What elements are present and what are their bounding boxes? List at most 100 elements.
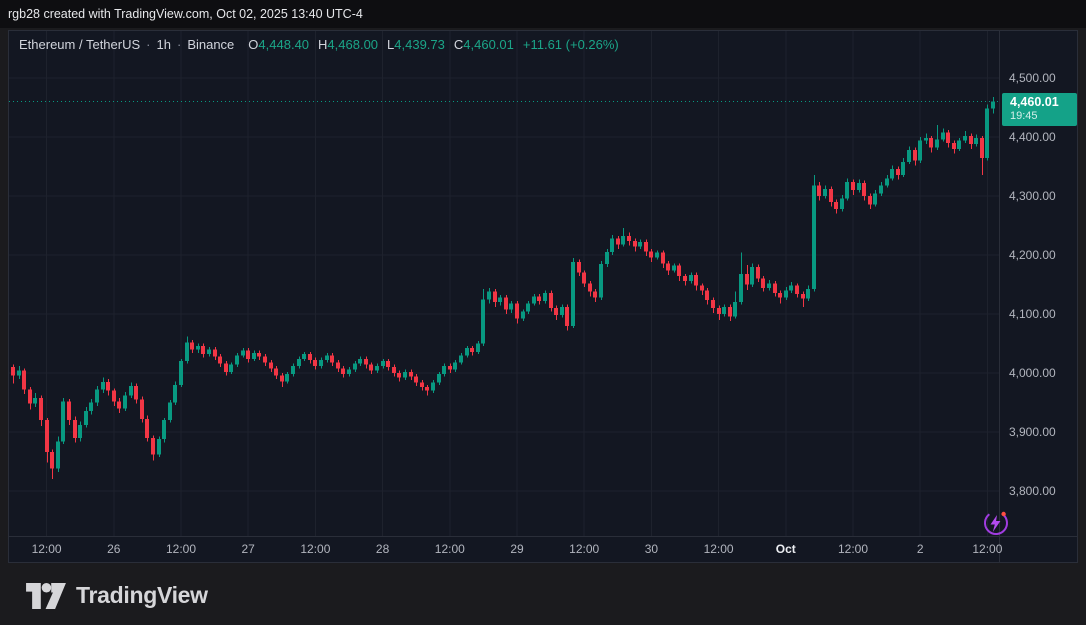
- candle-body: [263, 356, 267, 363]
- candle-body: [196, 345, 200, 350]
- candle-body: [605, 252, 609, 264]
- candle-body: [319, 360, 323, 366]
- separator: ·: [146, 37, 151, 52]
- time-tick-label: 12:00: [972, 542, 1003, 556]
- separator: ·: [176, 37, 182, 52]
- candle-body: [582, 272, 586, 284]
- candle-body: [341, 368, 345, 375]
- ohlc-readout: O4,448.40 H4,468.00 L4,439.73 C4,460.01 …: [248, 37, 618, 52]
- candle-body: [308, 354, 312, 361]
- candle-body: [151, 437, 155, 455]
- candle-body: [112, 390, 116, 402]
- candle-body: [252, 352, 256, 359]
- candle-body: [952, 142, 956, 149]
- candle-body: [509, 303, 513, 310]
- candle-body: [106, 381, 110, 391]
- candle-body: [750, 266, 754, 285]
- candle-body: [644, 242, 648, 252]
- bar-countdown: 19:45: [1010, 109, 1038, 122]
- low-value: 4,439.73: [394, 37, 445, 52]
- time-axis[interactable]: 12:00 26 12:00 27 12:00 28 12:00 29 12:00 30 12:00…: [9, 536, 1077, 562]
- candle-body: [145, 419, 149, 438]
- candle-body: [481, 299, 485, 344]
- candle-body: [302, 354, 306, 359]
- candle-body: [969, 135, 973, 145]
- time-tick-label: 2: [916, 542, 924, 556]
- candle-body: [39, 397, 43, 421]
- time-tick-label: 12:00: [703, 542, 734, 556]
- candle-body: [420, 382, 424, 388]
- candle-body: [789, 285, 793, 291]
- candle-body: [689, 275, 693, 281]
- candle-body: [353, 363, 357, 370]
- candle-body: [801, 293, 805, 299]
- candle-body: [84, 410, 88, 425]
- time-tick-label: 30: [644, 542, 659, 556]
- high-value: 4,468.00: [327, 37, 379, 52]
- candle-body: [162, 420, 166, 440]
- attribution-bar: rgb28 created with TradingView.com, Oct …: [0, 0, 1086, 28]
- candle-body: [834, 201, 838, 209]
- time-tick-label: 26: [107, 542, 121, 556]
- price-axis[interactable]: 4,500.00 4,400.00 4,300.00 4,200.00 4,100.00…: [999, 31, 1077, 562]
- candle-body: [274, 368, 278, 376]
- time-tick-label: 12:00: [300, 542, 331, 556]
- candle-body: [728, 306, 732, 317]
- candle-body: [717, 308, 721, 314]
- candle-body: [89, 402, 93, 411]
- candle-body: [655, 252, 659, 258]
- candle-body: [756, 266, 760, 279]
- price-pane[interactable]: [9, 31, 999, 536]
- candle-body: [616, 238, 620, 245]
- flash-data-button[interactable]: [980, 507, 1012, 539]
- candle-body: [649, 251, 653, 258]
- candle-body: [784, 290, 788, 298]
- candle-body: [117, 401, 121, 409]
- candle-body: [677, 265, 681, 277]
- time-tick-label: 12:00: [569, 542, 600, 556]
- candle-body: [297, 358, 301, 366]
- candle-body: [397, 373, 401, 378]
- candle-body: [67, 401, 71, 421]
- interval-label[interactable]: 1h: [156, 37, 171, 52]
- tradingview-logo[interactable]: TradingView: [26, 582, 208, 609]
- candle-body: [985, 108, 989, 159]
- price-tick-label: 3,900.00: [1009, 425, 1056, 439]
- candle-body: [946, 132, 950, 143]
- candle-body: [526, 303, 530, 312]
- candle-body: [241, 350, 245, 356]
- candle-body: [901, 161, 905, 175]
- exchange-label[interactable]: Binance: [187, 37, 235, 52]
- candle-body: [840, 198, 844, 209]
- candle-body: [537, 296, 541, 302]
- time-tick-label: 12:00: [434, 542, 465, 556]
- candle-body: [773, 283, 777, 293]
- candle-body: [515, 303, 519, 319]
- candle-body: [56, 441, 60, 469]
- candle-body: [493, 291, 497, 303]
- candle-body: [896, 168, 900, 175]
- candle-body: [33, 397, 37, 404]
- candle-body: [414, 376, 418, 383]
- open-label: O: [248, 37, 259, 52]
- candle-body: [325, 355, 329, 361]
- candle-body: [269, 362, 273, 369]
- candle-body: [823, 188, 827, 196]
- candle-body: [22, 370, 26, 390]
- candle-body: [157, 439, 161, 455]
- time-tick-label: Oct: [775, 542, 796, 556]
- symbol-title[interactable]: Ethereum / TetherUS: [19, 37, 141, 52]
- candle-body: [638, 242, 642, 247]
- candle-body: [722, 306, 726, 314]
- candle-body: [610, 238, 614, 253]
- candle-body: [974, 138, 978, 145]
- candle-body: [235, 355, 239, 365]
- candle-body: [577, 262, 581, 273]
- time-tick-label: 28: [375, 542, 390, 556]
- price-tick-label: 4,500.00: [1009, 71, 1056, 85]
- flash-circle-icon: [984, 511, 1008, 535]
- candle-body: [571, 262, 575, 326]
- candle-body: [504, 297, 508, 310]
- candle-body: [179, 361, 183, 385]
- candle-body: [381, 361, 385, 366]
